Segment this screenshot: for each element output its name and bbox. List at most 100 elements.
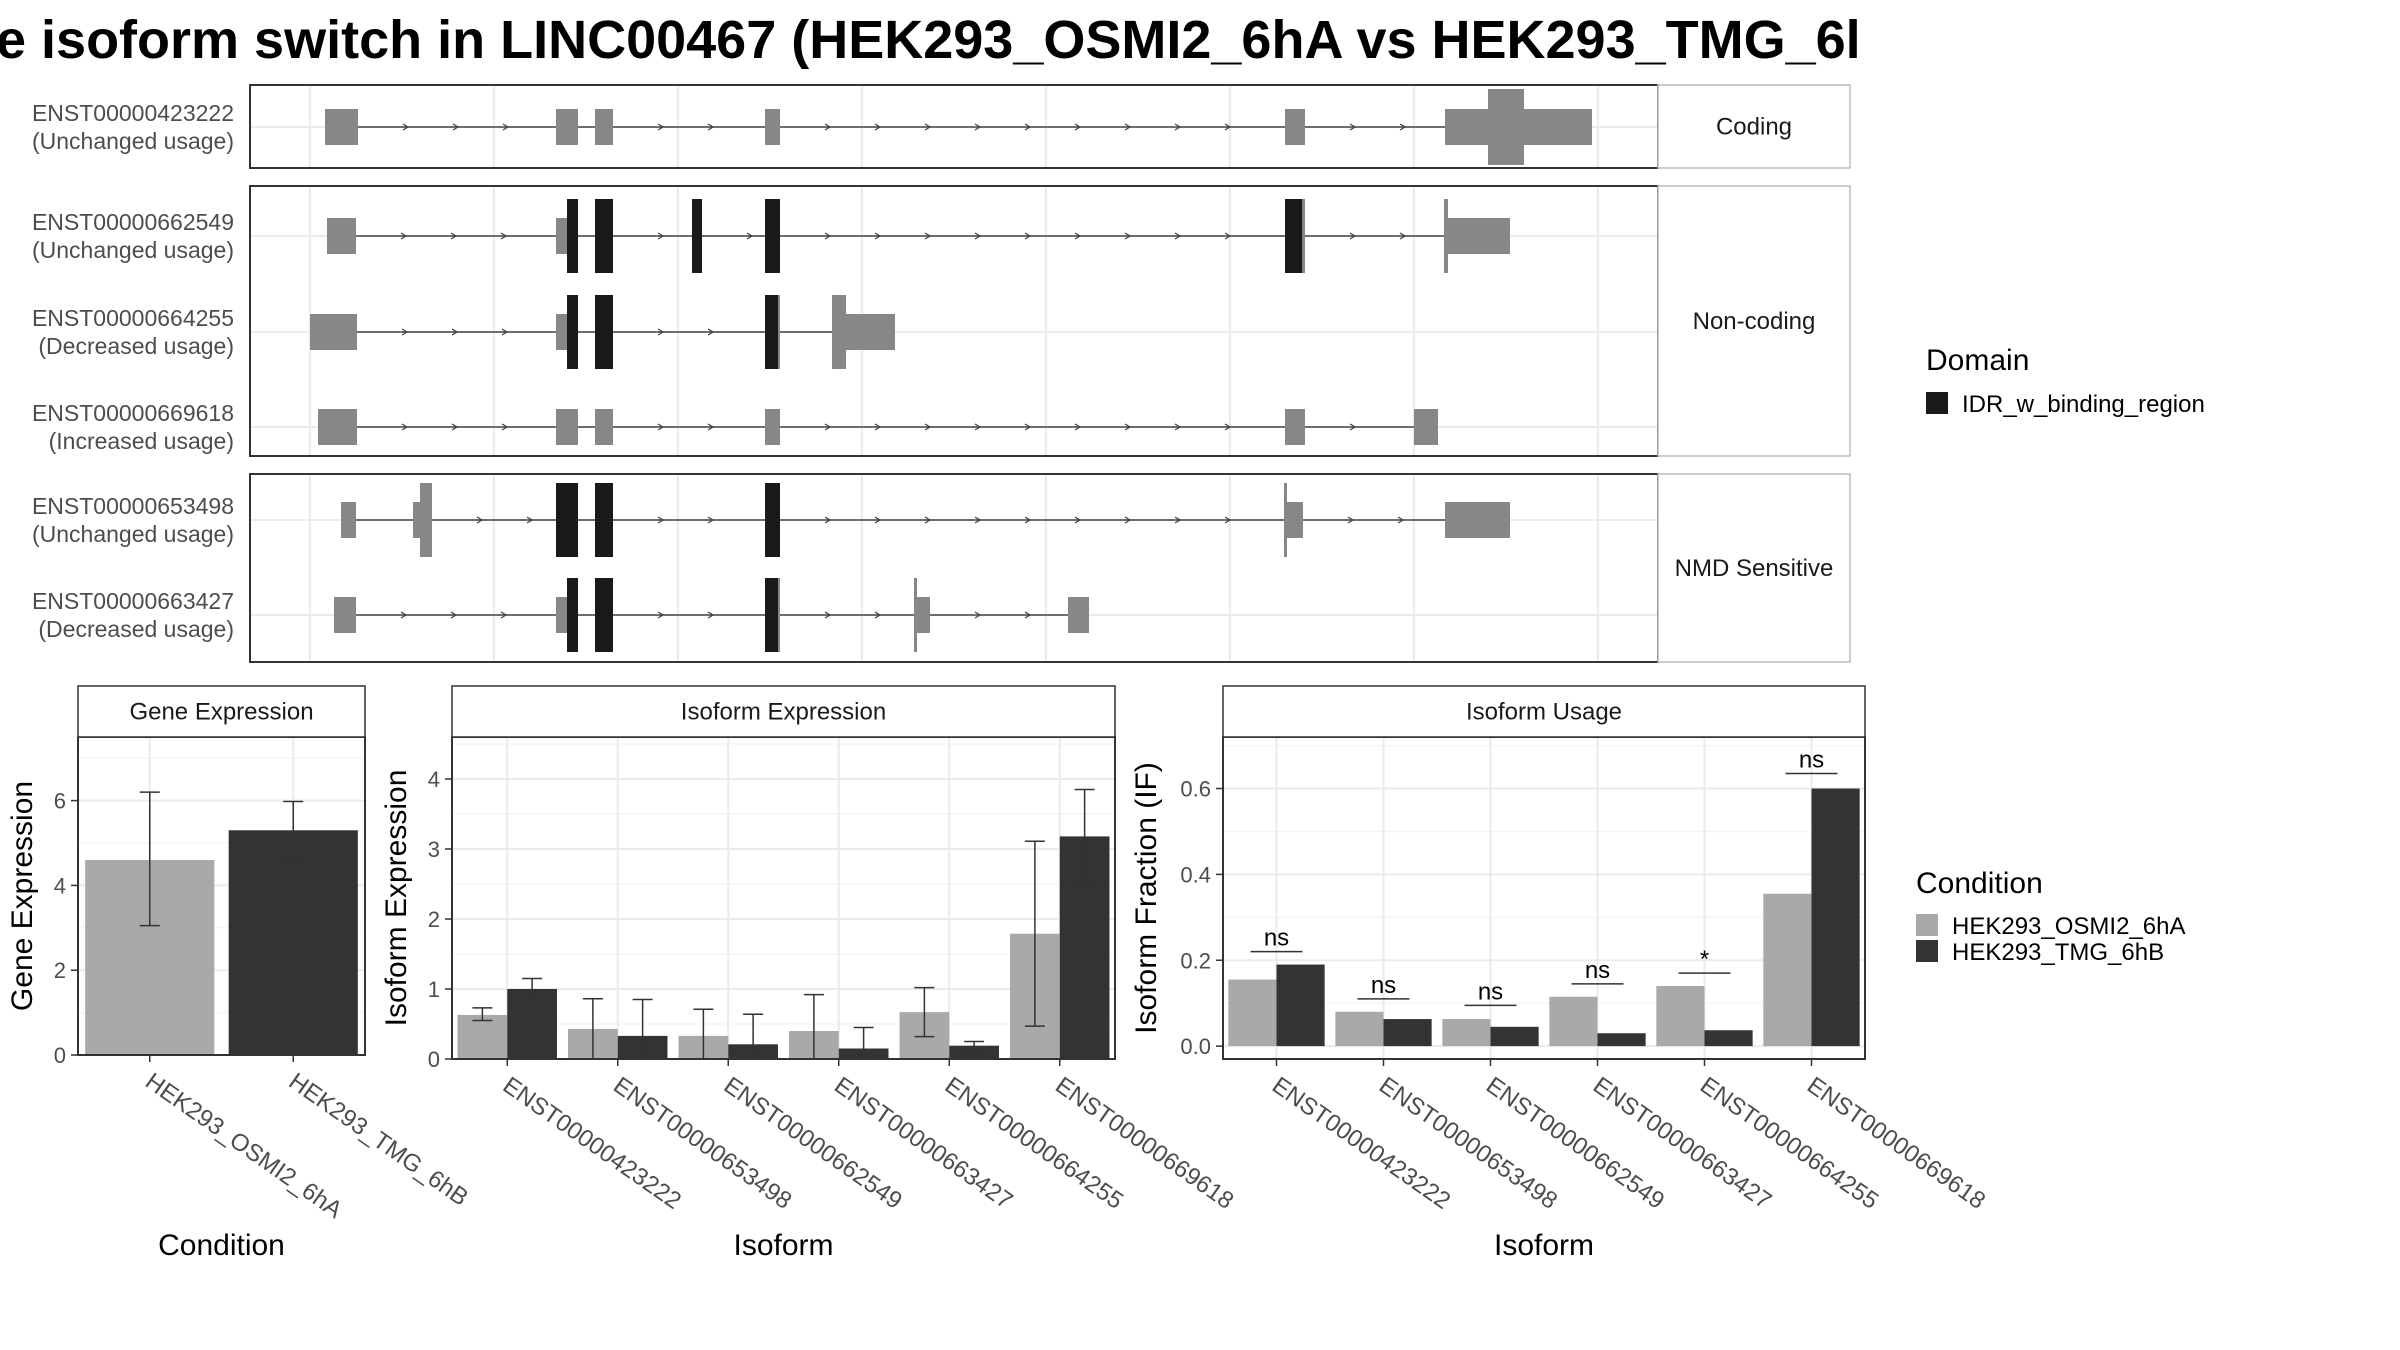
strand-arrow (924, 232, 932, 240)
exon (341, 502, 356, 538)
plot-area (452, 737, 1115, 1059)
x-tick-label: ENST00000423222 (498, 1072, 686, 1215)
strand-arrow (401, 328, 409, 336)
strand-arrow (657, 611, 665, 619)
transcript-ENST00000664255 (310, 295, 895, 369)
strand-arrow (1224, 516, 1232, 524)
strand-arrow (1397, 516, 1405, 524)
domain-exon (692, 199, 702, 273)
strand-arrow (501, 328, 509, 336)
isoform-id-label: ENST00000653498 (32, 493, 234, 519)
exon (420, 483, 432, 557)
strand-arrow (401, 423, 409, 431)
strand-arrow (1174, 423, 1182, 431)
domain-exon (567, 578, 578, 652)
domain-legend-label: IDR_w_binding_region (1962, 391, 2205, 418)
bar-HEK293_OSMI2_6hA-ENST00000423222 (1228, 979, 1277, 1047)
strand-arrow (874, 123, 882, 131)
x-tick-label: ENST00000662549 (1481, 1072, 1669, 1215)
y-tick-label: 2 (428, 907, 440, 932)
strand-arrow (526, 516, 534, 524)
chart-title: Gene Expression (129, 699, 313, 726)
exon (556, 597, 568, 633)
exon (778, 295, 780, 369)
bar-HEK293_OSMI2_6hA-ENST00000423222 (457, 1014, 508, 1059)
strand-arrow (874, 232, 882, 240)
y-tick-label: 0.2 (1180, 948, 1211, 973)
bar-HEK293_TMG_6hB-ENST00000662549 (1490, 1026, 1539, 1047)
domain-exon (567, 199, 578, 273)
domain-exon (595, 295, 613, 369)
y-tick-label: 4 (54, 873, 66, 898)
condition-legend-key (1916, 914, 1938, 936)
significance-label: ns (1264, 925, 1289, 952)
domain-exon (595, 483, 613, 557)
x-tick-label: ENST00000653498 (608, 1072, 796, 1215)
strand-arrow (1224, 232, 1232, 240)
facet-strip (1657, 84, 1851, 169)
facet-label: NMD Sensitive (1675, 555, 1834, 582)
strand-arrow (824, 232, 832, 240)
bar-HEK293_TMG_6hB-ENST00000664255 (1704, 1030, 1753, 1047)
strand-arrow (974, 123, 982, 131)
strand-arrow (450, 232, 458, 240)
significance-label: ns (1371, 972, 1396, 999)
strand-arrow (824, 423, 832, 431)
chart-title: Isoform Expression (681, 699, 886, 726)
strand-arrow (451, 423, 459, 431)
strand-arrow (1074, 232, 1082, 240)
exon (556, 409, 578, 445)
strand-arrow (500, 611, 508, 619)
facet-strip (77, 685, 366, 738)
strand-arrow (452, 123, 460, 131)
usage-label: (Decreased usage) (38, 616, 234, 642)
exon (556, 109, 578, 145)
bar-HEK293_OSMI2_6hA-ENST00000653498 (1335, 1011, 1384, 1047)
exon (1488, 89, 1524, 165)
exon (1284, 483, 1287, 557)
isoform-id-label: ENST00000662549 (32, 209, 234, 235)
structure-panel-bg (250, 474, 1658, 662)
bar-HEK293_TMG_6hB-ENST00000669618 (1811, 788, 1860, 1047)
facet-strip (1222, 685, 1866, 738)
domain-exon (595, 578, 613, 652)
exon (778, 578, 780, 652)
x-axis-label: Condition (158, 1229, 285, 1262)
strand-arrow (1349, 423, 1357, 431)
exon (595, 109, 613, 145)
bar-HEK293_OSMI2_6hA-ENST00000663427 (1549, 996, 1598, 1047)
bar-HEK293_TMG_6hB-ENST00000664255 (949, 1045, 999, 1059)
x-tick-label: ENST00000662549 (719, 1072, 907, 1215)
isoform-id-label: ENST00000423222 (32, 100, 234, 126)
strand-arrow (451, 328, 459, 336)
figure-title: e isoform switch in LINC00467 (HEK293_OS… (0, 10, 1861, 70)
strand-arrow (974, 232, 982, 240)
domain-exon (765, 483, 780, 557)
strand-arrow (1124, 423, 1132, 431)
strand-arrow (476, 516, 484, 524)
exon (1068, 597, 1089, 633)
x-axis-label: Isoform (733, 1229, 833, 1262)
bar-HEK293_OSMI2_6hA-ENST00000662549 (1442, 1019, 1491, 1047)
strand-arrow (502, 123, 510, 131)
x-axis-label: Isoform (1494, 1229, 1594, 1262)
strand-arrow (974, 423, 982, 431)
domain-legend-key (1926, 392, 1948, 414)
strand-arrow (1124, 232, 1132, 240)
x-tick-label: ENST00000653498 (1374, 1072, 1562, 1215)
bar-HEK293_OSMI2_6hA-ENST00000669618 (1763, 893, 1812, 1047)
exon (846, 314, 895, 350)
strand-arrow (1024, 423, 1032, 431)
x-tick-label: ENST00000664255 (940, 1072, 1128, 1215)
strand-arrow (1224, 123, 1232, 131)
domain-exon (567, 295, 578, 369)
exon (318, 409, 357, 445)
strand-arrow (400, 611, 408, 619)
x-tick-label: ENST00000663427 (829, 1072, 1017, 1215)
significance-label: ns (1585, 957, 1610, 984)
strand-arrow (1024, 611, 1032, 619)
isoform-expression-chart: Isoform Expression 0 1 2 3 4 Isoform Expressio… (380, 685, 1239, 1262)
strand-arrow (1399, 123, 1407, 131)
usage-label: (Increased usage) (49, 428, 234, 454)
y-tick-label: 0 (428, 1047, 440, 1072)
